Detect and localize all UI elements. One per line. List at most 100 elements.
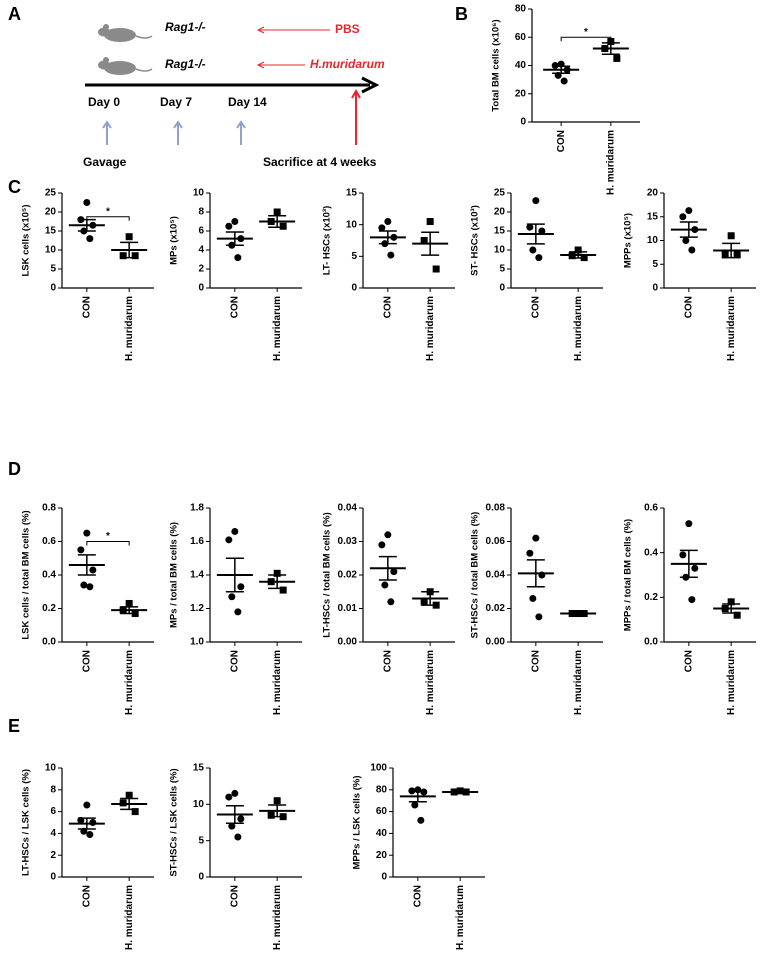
x-tick-label: H. muridarum — [272, 650, 283, 715]
x-tick-label: CON — [412, 885, 423, 907]
y-tick-label: 0.0 — [42, 637, 56, 648]
y-tick-label: 0 — [520, 117, 526, 128]
y-tick-label: 0.6 — [644, 503, 658, 514]
x-tick-label: H. muridarum — [124, 885, 135, 950]
data-point — [426, 218, 434, 225]
y-tick-label: 0 — [652, 283, 658, 294]
data-point — [387, 598, 395, 606]
y-tick-label: 80 — [515, 4, 527, 15]
gavage-label: Gavage — [83, 155, 127, 169]
data-point — [234, 833, 242, 841]
y-axis-label: LT- HSCs (x10³) — [322, 206, 333, 276]
y-tick-label: 0.08 — [486, 503, 506, 514]
data-point — [237, 815, 245, 823]
error-bar — [679, 549, 698, 578]
error-bar — [569, 611, 588, 616]
y-tick-label: 20 — [515, 88, 527, 99]
error-bar — [225, 805, 244, 824]
y-axis-label: ST- HSCs (x10³) — [470, 205, 481, 276]
data-point — [420, 237, 428, 244]
y-tick-label: 0.4 — [644, 547, 658, 558]
data-point — [279, 586, 287, 594]
y-tick-label: 8 — [50, 784, 56, 795]
data-point — [535, 613, 543, 621]
y-tick-label: 5 — [50, 264, 56, 275]
y-tick-label: 20 — [494, 207, 506, 218]
data-point — [125, 791, 133, 799]
data-point — [682, 237, 690, 244]
data-point — [267, 811, 275, 819]
data-point — [411, 801, 419, 809]
significance-label: * — [106, 206, 110, 217]
error-bar — [120, 606, 139, 615]
x-tick-label: H. muridarum — [455, 885, 466, 950]
data-point — [532, 197, 540, 205]
error-bar — [408, 790, 427, 803]
data-point — [727, 232, 735, 240]
y-tick-label: 0.2 — [42, 603, 56, 614]
data-point — [733, 251, 741, 259]
error-bar — [77, 554, 96, 576]
error-bar — [679, 221, 698, 238]
y-tick-label: 6 — [50, 806, 56, 817]
y-tick-label: 10 — [193, 799, 205, 810]
data-point — [225, 536, 233, 544]
y-tick-label: 20 — [45, 207, 57, 218]
data-point — [685, 207, 693, 215]
significance-bracket — [86, 541, 130, 546]
panel-label: A — [8, 4, 21, 24]
y-tick-label: 0.02 — [338, 570, 358, 581]
data-point — [273, 569, 281, 577]
timepoint: Day 14 — [228, 95, 267, 109]
data-point — [529, 594, 537, 602]
error-bar — [421, 231, 440, 256]
data-point — [231, 789, 239, 797]
data-point — [237, 583, 245, 591]
treatment-arrow — [256, 26, 330, 69]
data-point — [574, 246, 582, 254]
y-tick-label: 100 — [370, 763, 387, 774]
x-tick-label: CON — [382, 650, 393, 672]
y-tick-label: 1.8 — [190, 503, 204, 514]
data-point — [420, 598, 428, 606]
data-point — [125, 233, 133, 241]
y-tick-label: 10 — [193, 188, 205, 199]
y-axis-label: MPs / total BM cells (%) — [169, 522, 180, 628]
y-tick-label: 5 — [351, 251, 357, 262]
y-tick-label: 10 — [45, 763, 57, 774]
y-tick-label: 1.2 — [190, 603, 204, 614]
data-point — [234, 254, 242, 262]
error-bar — [268, 215, 287, 228]
y-tick-label: 25 — [494, 188, 506, 199]
y-tick-label: 10 — [45, 245, 57, 256]
x-tick-label: CON — [229, 650, 240, 672]
y-tick-label: 40 — [515, 60, 527, 71]
data-point — [131, 252, 139, 260]
y-tick-label: 0.02 — [486, 603, 506, 614]
data-point — [86, 830, 94, 838]
data-point — [83, 199, 91, 206]
data-point — [560, 77, 568, 85]
panel-label: E — [8, 716, 20, 736]
strain: Rag1-/- — [165, 57, 206, 71]
x-tick-label: CON — [81, 650, 92, 672]
y-tick-label: 0 — [381, 872, 387, 883]
y-tick-label: 20 — [647, 188, 659, 199]
data-point — [688, 596, 696, 604]
data-point — [86, 235, 94, 243]
y-tick-label: 0.04 — [338, 503, 358, 514]
y-tick-label: 0 — [198, 283, 204, 294]
y-axis-label: MPs (x10⁵) — [169, 216, 180, 265]
data-point — [125, 599, 133, 607]
error-bar — [120, 241, 139, 259]
y-tick-label: 0.01 — [338, 603, 358, 614]
y-axis-label: LT-HSCs / total BM cells (%) — [322, 512, 333, 637]
y-tick-label: 0 — [499, 283, 505, 294]
data-point — [231, 527, 239, 535]
data-point — [721, 251, 729, 259]
data-point — [234, 608, 242, 616]
x-tick-label: H. muridarum — [573, 296, 584, 361]
data-point — [89, 566, 97, 574]
y-tick-label: 8 — [198, 207, 204, 218]
data-point — [685, 520, 693, 528]
